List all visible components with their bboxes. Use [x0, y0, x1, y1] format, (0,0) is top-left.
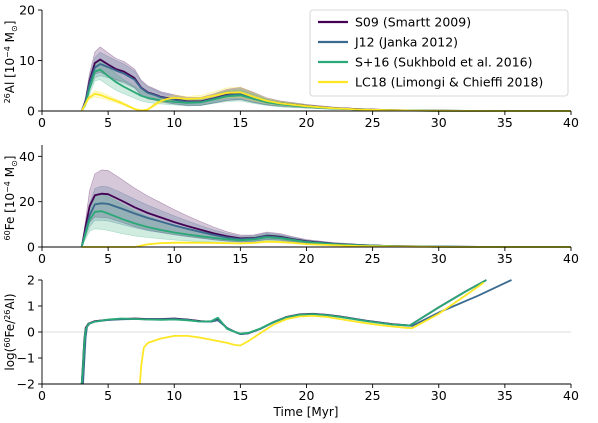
ratio-y-tick-label: −1 — [17, 351, 35, 366]
ratio-x-tick-label: 25 — [365, 388, 381, 403]
ratio-x-tick-label: 35 — [497, 388, 513, 403]
fe60-x-tick-label: 25 — [365, 251, 381, 266]
fe60-ylabel-unit: M — [3, 167, 17, 181]
fe60-y-axis-label: 60Fe [10−4 M⊙] — [3, 156, 19, 241]
fe60-x-tick-label: 35 — [497, 251, 513, 266]
fe60-x-tick-label: 30 — [431, 251, 447, 266]
x-axis-label: Time [Myr] — [273, 405, 339, 419]
ratio-y-tick-label: 1 — [27, 299, 35, 314]
fe60-x-tick-label: 40 — [563, 251, 579, 266]
ratio-x-tick-label: 15 — [232, 388, 248, 403]
al26-x-tick-label: 30 — [431, 115, 447, 130]
ratio-ylabel-fe-mass: 60 — [3, 337, 12, 347]
panel-ratio: 0 5 10 15 20 25 30 35 40 −2 −1 0 1 2 log(60Fe/26Al) T… — [3, 273, 579, 420]
panel-fe60: 0 5 10 15 20 25 30 35 40 0 20 40 60Fe [10−4 M⊙] — [3, 145, 579, 266]
ratio-y-tick-label: 0 — [27, 325, 35, 340]
al26-x-tick-label: 40 — [563, 115, 579, 130]
legend: S09 (Smartt 2009) J12 (Janka 2012) S+16 … — [309, 9, 569, 97]
fe60-x-tick-label: 0 — [38, 251, 46, 266]
ratio-axes: 0 5 10 15 20 25 30 35 40 −2 −1 0 1 2 — [17, 273, 579, 404]
ratio-x-tick-label: 30 — [431, 388, 447, 403]
fe60-x-tick-label: 15 — [232, 251, 248, 266]
fe60-ylabel-isotope: 60 — [3, 230, 12, 240]
fe60-ylabel-main: Fe [10 — [3, 193, 17, 230]
fe60-x-tick-label: 20 — [299, 251, 315, 266]
al26-y-tick-label: 20 — [19, 3, 35, 18]
fe60-y-tick-label: 20 — [19, 194, 35, 209]
ratio-y-axis-label: log(60Fe/26Al) — [3, 293, 17, 370]
ratio-y-tick-label: 2 — [27, 273, 35, 288]
fe60-ylabel-close: ] — [3, 156, 17, 161]
ratio-x-tick-label: 10 — [166, 388, 182, 403]
al26-x-tick-label: 35 — [497, 115, 513, 130]
al26-ylabel-unit: M — [3, 32, 17, 46]
legend-label-s16: S+16 (Sukhbold et al. 2016) — [355, 55, 532, 70]
legend-label-lc18: LC18 (Limongi & Chieffi 2018) — [355, 75, 543, 90]
al26-ylabel-close: ] — [3, 21, 17, 26]
al26-y-tick-label: 0 — [27, 104, 35, 119]
ratio-ylabel-al-mass: 26 — [3, 310, 12, 320]
al26-x-tick-label: 25 — [365, 115, 381, 130]
fe60-y-tick-label: 0 — [27, 240, 35, 255]
al26-series-lines — [80, 58, 571, 112]
fe60-x-tick-label: 10 — [166, 251, 182, 266]
al26-x-tick-label: 20 — [299, 115, 315, 130]
al26-ylabel-isotope: 26 — [3, 93, 12, 103]
al26-band-j12 — [81, 52, 571, 112]
fe60-ylabel-exp: −4 — [3, 181, 12, 193]
legend-frame — [309, 9, 569, 97]
ratio-line-lc18 — [139, 281, 485, 385]
panel-al26: 0 5 10 15 20 25 30 35 40 0 10 20 26Al [10−4 M⊙] S09… — [3, 3, 579, 131]
al26-axes: 0 5 10 15 20 25 30 35 40 0 10 20 — [19, 3, 579, 131]
ratio-ylabel-al: Al) — [3, 293, 17, 309]
al26-ylabel-main: Al [10 — [3, 58, 17, 93]
fe60-axes: 0 5 10 15 20 25 30 35 40 0 20 40 — [19, 145, 579, 266]
al26-x-tick-label: 0 — [38, 115, 46, 130]
al26-x-tick-label: 15 — [232, 115, 248, 130]
al26-line-lc18 — [80, 91, 571, 112]
ratio-x-tick-label: 0 — [38, 388, 46, 403]
legend-label-j12: J12 (Janka 2012) — [354, 35, 458, 50]
ratio-series-lines — [42, 279, 571, 385]
fe60-band-s09 — [81, 169, 571, 248]
legend-label-s09: S09 (Smartt 2009) — [355, 15, 471, 30]
ratio-y-tick-label: −2 — [17, 377, 35, 392]
ratio-x-tick-label: 40 — [563, 388, 579, 403]
fe60-uncertainty-bands — [81, 169, 571, 248]
al26-x-tick-label: 5 — [104, 115, 112, 130]
fe60-x-tick-label: 5 — [104, 251, 112, 266]
ratio-ylabel-log: log( — [3, 348, 17, 371]
fe60-y-tick-label: 40 — [19, 149, 35, 164]
ratio-x-tick-label: 5 — [104, 388, 112, 403]
al26-y-tick-label: 10 — [19, 53, 35, 68]
ratio-line-s-16 — [80, 279, 487, 385]
fe60-band-j12 — [81, 185, 571, 248]
al26-band-s09 — [81, 46, 571, 112]
al26-y-axis-label: 26Al [10−4 M⊙] — [3, 21, 19, 104]
ratio-ylabel-fe: Fe/ — [3, 319, 17, 338]
al26-ylabel-exp: −4 — [3, 46, 12, 58]
al26-x-tick-label: 10 — [166, 115, 182, 130]
fe60-ylabel-sun: ⊙ — [10, 160, 19, 167]
ratio-x-tick-label: 20 — [299, 388, 315, 403]
al26-ylabel-sun: ⊙ — [10, 25, 19, 32]
